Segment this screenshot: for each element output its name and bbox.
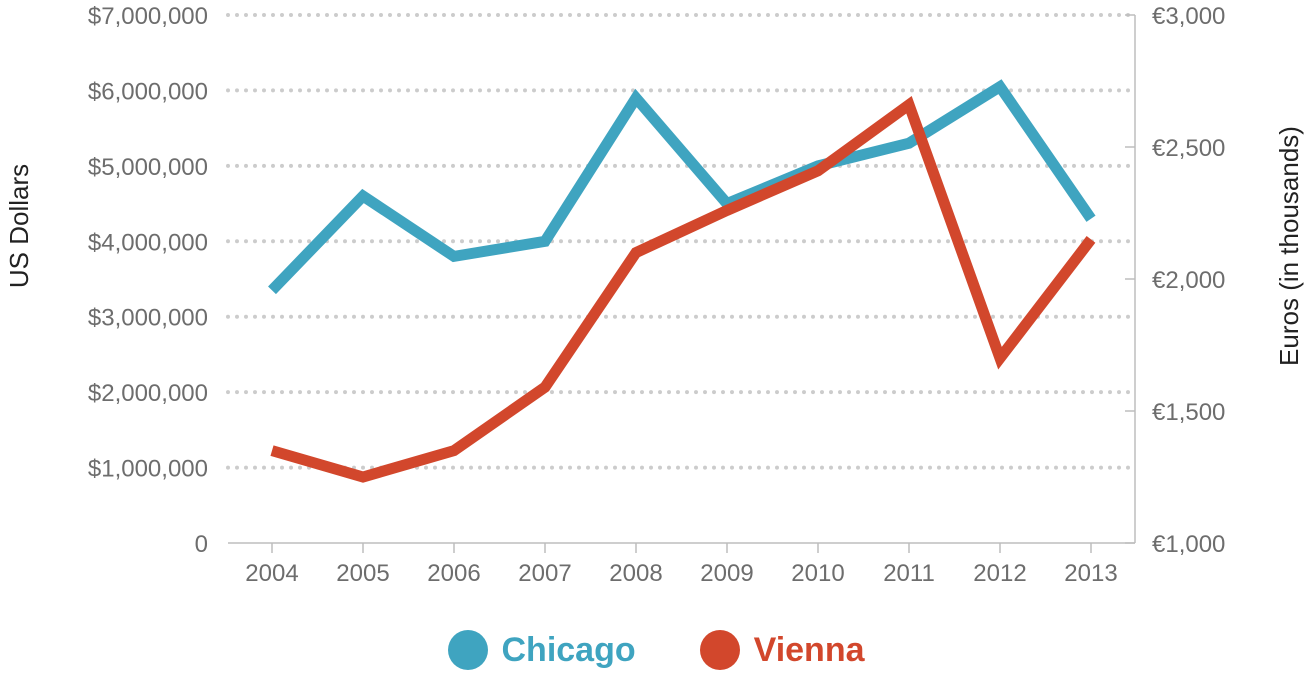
legend-swatch-vienna <box>699 630 740 670</box>
right-tick-label-1: €1,500 <box>1152 399 1225 426</box>
chart-legend: Chicago Vienna <box>0 622 1312 678</box>
left-tick-label-1: $1,000,000 <box>88 456 208 483</box>
x-tick-label-2008: 2008 <box>609 560 662 587</box>
x-tick-label-2013: 2013 <box>1064 560 1117 587</box>
left-tick-label-4: $4,000,000 <box>88 229 208 256</box>
left-tick-label-3: $3,000,000 <box>88 305 208 332</box>
legend-label-chicago: Chicago <box>501 630 636 669</box>
left-tick-label-7: $7,000,000 <box>88 3 208 30</box>
x-tick-label-2011: 2011 <box>883 560 935 587</box>
legend-swatch-chicago <box>447 630 488 670</box>
right-tick-label-4: €3,000 <box>1152 3 1225 30</box>
left-tick-label-0: 0 <box>195 531 208 558</box>
legend-label-vienna: Vienna <box>753 630 865 669</box>
right-tick-label-0: €1,000 <box>1152 531 1225 558</box>
left-axis-title: US Dollars <box>4 164 34 288</box>
legend-item-vienna: Vienna <box>699 630 865 670</box>
series-line-chicago <box>268 79 1096 295</box>
left-tick-label-6: $6,000,000 <box>88 78 208 105</box>
series-line-vienna <box>270 96 1096 483</box>
right-tick-label-3: €2,500 <box>1152 135 1225 162</box>
x-tick-label-2004: 2004 <box>245 560 298 587</box>
x-tick-label-2009: 2009 <box>700 560 753 587</box>
x-tick-label-2005: 2005 <box>336 560 389 587</box>
line-chart: 2004 2005 2006 2007 2008 2009 2010 2011 2012 2013… <box>4 3 1304 587</box>
x-tick-label-2007: 2007 <box>518 560 571 587</box>
right-tick-label-2: €2,000 <box>1152 267 1225 294</box>
x-tick-label-2012: 2012 <box>973 560 1026 587</box>
left-tick-label-5: $5,000,000 <box>88 154 208 181</box>
x-tick-label-2006: 2006 <box>427 560 480 587</box>
legend-item-chicago: Chicago <box>447 630 636 670</box>
right-axis-title: Euros (in thousands) <box>1274 126 1304 366</box>
x-tick-label-2010: 2010 <box>791 560 844 587</box>
left-tick-label-2: $2,000,000 <box>88 380 208 407</box>
